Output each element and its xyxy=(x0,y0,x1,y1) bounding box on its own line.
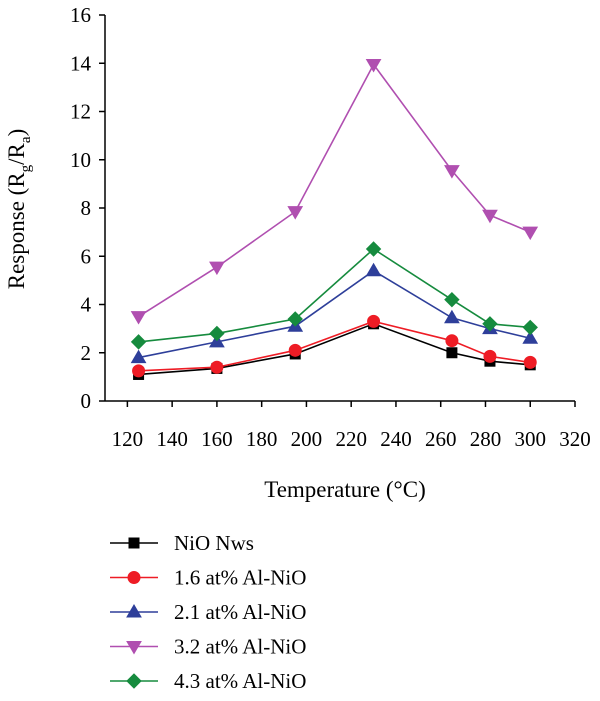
data-point-3-2-at-al-nio xyxy=(444,165,460,179)
legend-marker xyxy=(126,673,142,689)
y-tick-label: 2 xyxy=(81,341,92,365)
series-line-4-3-at-al-nio xyxy=(138,248,531,343)
legend-marker xyxy=(126,641,142,655)
legend-item-2-1-at-al-nio: 2.1 at% Al-NiO xyxy=(110,600,306,624)
data-point-1-6-at-al-nio xyxy=(367,314,381,328)
y-tick-label: 8 xyxy=(81,196,92,220)
legend-item-1-6-at-al-nio: 1.6 at% Al-NiO xyxy=(110,566,306,590)
legend-label: NiO Nws xyxy=(174,531,254,555)
data-point-1-6-at-al-nio xyxy=(523,355,537,369)
data-point-1-6-at-al-nio xyxy=(288,343,302,357)
x-tick-label: 120 xyxy=(112,427,144,451)
data-point-2-1-at-al-nio xyxy=(130,349,147,364)
data-point-4-3-at-al-nio xyxy=(522,319,538,336)
x-tick-label: 160 xyxy=(201,427,233,451)
y-tick-label: 10 xyxy=(70,148,91,172)
axes xyxy=(104,15,575,402)
data-point-3-2-at-al-nio xyxy=(365,58,382,73)
data-point-3-2-at-al-nio xyxy=(130,311,147,325)
y-axis-ticks: 0 2 4 6 8 10 12 14 16 xyxy=(70,3,105,413)
data-point-3-2-at-al-nio xyxy=(287,206,304,220)
x-tick-label: 140 xyxy=(156,427,188,451)
data-point-4-3-at-al-nio xyxy=(482,316,498,332)
series-lines xyxy=(138,62,531,376)
y-tick-label: 0 xyxy=(81,389,92,413)
legend-marker xyxy=(128,537,140,549)
y-tick-label: 6 xyxy=(81,244,92,268)
x-tick-label: 240 xyxy=(380,427,412,451)
x-tick-label: 280 xyxy=(470,427,502,451)
legend-item-3-2-at-al-nio: 3.2 at% Al-NiO xyxy=(110,635,306,659)
y-tick-label: 14 xyxy=(70,51,92,75)
x-tick-label: 260 xyxy=(425,427,457,451)
series-line-3-2-at-al-nio xyxy=(138,62,531,318)
data-point-4-3-at-al-nio xyxy=(365,241,382,257)
y-tick-label: 12 xyxy=(70,100,91,124)
x-axis-title: Temperature (°C) xyxy=(264,477,425,502)
x-tick-label: 300 xyxy=(514,427,546,451)
data-point-nio-nws xyxy=(446,347,458,359)
data-point-1-6-at-al-nio xyxy=(210,360,224,374)
legend-marker xyxy=(127,571,141,584)
legend-item-4-3-at-al-nio: 4.3 at% Al-NiO xyxy=(110,669,306,693)
y-tick-label: 4 xyxy=(81,293,92,317)
y-tick-label: 16 xyxy=(70,3,91,27)
y-axis-title-sub-g: g xyxy=(18,164,34,172)
legend-label: 4.3 at% Al-NiO xyxy=(174,669,306,693)
x-axis-ticks: 120 140 160 180 200 220 240 260 280 300 320 xyxy=(112,401,591,451)
data-point-2-1-at-al-nio xyxy=(522,330,539,344)
x-tick-label: 200 xyxy=(291,427,323,451)
x-tick-label: 220 xyxy=(335,427,367,451)
legend-marker xyxy=(126,604,142,618)
y-axis-title-suffix: ) xyxy=(4,129,29,137)
x-tick-label: 180 xyxy=(246,427,278,451)
legend: NiO Nws 1.6 at% Al-NiO 2.1 at% Al-NiO 3.2 a… xyxy=(110,531,306,693)
y-axis-title-sub-a: a xyxy=(18,136,34,143)
data-point-3-2-at-al-nio xyxy=(209,261,225,276)
data-point-3-2-at-al-nio xyxy=(522,226,539,241)
data-point-1-6-at-al-nio xyxy=(445,334,459,348)
data-point-3-2-at-al-nio xyxy=(482,209,498,224)
legend-label: 3.2 at% Al-NiO xyxy=(174,635,306,659)
data-point-4-3-at-al-nio xyxy=(209,325,225,342)
x-tick-label: 320 xyxy=(559,427,591,451)
y-axis-title-mid: /R xyxy=(4,142,29,164)
data-point-4-3-at-al-nio xyxy=(130,334,147,350)
data-point-4-3-at-al-nio xyxy=(287,311,303,327)
data-point-2-1-at-al-nio xyxy=(365,262,382,277)
legend-label: 2.1 at% Al-NiO xyxy=(174,600,306,624)
data-point-1-6-at-al-nio xyxy=(483,349,497,363)
legend-item-nio-nws: NiO Nws xyxy=(110,531,254,555)
data-point-4-3-at-al-nio xyxy=(444,291,460,308)
series-markers xyxy=(130,58,539,380)
legend-label: 1.6 at% Al-NiO xyxy=(174,566,306,590)
data-point-2-1-at-al-nio xyxy=(444,309,460,324)
y-axis-title: Response (Rg/Ra) xyxy=(4,129,34,290)
y-axis-title-prefix: Response (R xyxy=(4,172,29,290)
data-point-1-6-at-al-nio xyxy=(132,364,146,378)
